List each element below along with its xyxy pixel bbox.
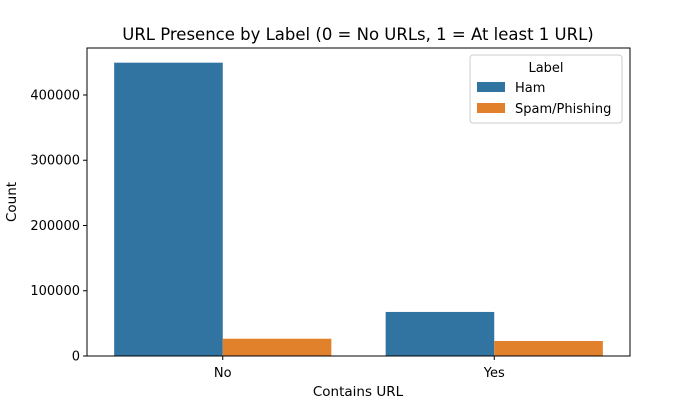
x-axis: No Yes: [214, 356, 505, 381]
legend-swatch: [477, 82, 505, 92]
x-tick-label: Yes: [483, 366, 505, 381]
y-tick-label: 400000: [30, 88, 80, 103]
legend-label: Ham: [515, 81, 545, 96]
x-axis-label: Contains URL: [313, 384, 404, 400]
chart-title: URL Presence by Label (0 = No URLs, 1 = …: [122, 25, 593, 44]
legend-box: [469, 54, 623, 124]
bar-ham-no: [114, 62, 223, 357]
x-tick-label: No: [214, 366, 232, 381]
legend-label: Spam/Phishing: [515, 102, 611, 117]
y-tick-label: 100000: [30, 284, 80, 299]
y-axis: 0 100000 200000 300000 400000: [30, 88, 87, 365]
bar-spam-phishing-yes: [494, 340, 603, 356]
legend-swatch: [477, 103, 505, 113]
bars-group: [114, 62, 603, 357]
y-tick-label: 300000: [30, 154, 80, 169]
y-tick-label: 0: [72, 350, 80, 365]
y-axis-label: Count: [4, 182, 20, 222]
y-tick-label: 200000: [30, 219, 80, 234]
plot-frame: [86, 47, 631, 357]
bar-spam-phishing-no: [222, 338, 332, 356]
legend: Label Ham Spam/Phishing: [469, 54, 623, 124]
legend-title: Label: [528, 61, 563, 76]
bar-ham-yes: [385, 311, 495, 356]
